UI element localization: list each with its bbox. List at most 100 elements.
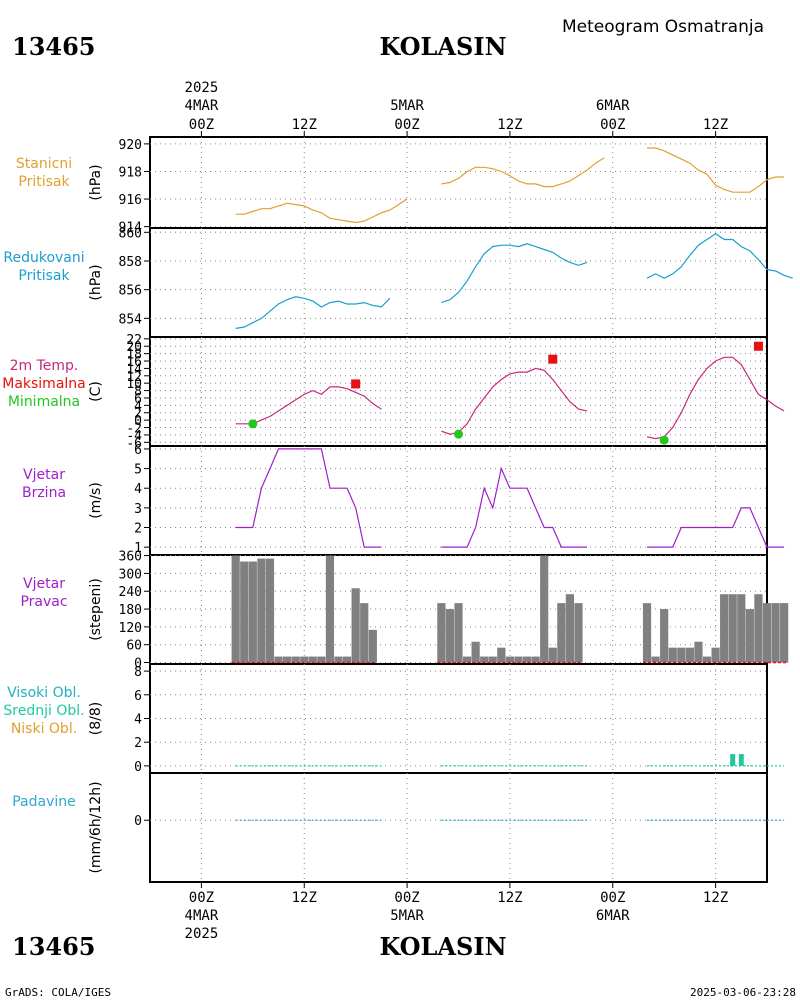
wind-direction-bar [300, 656, 309, 663]
wind-direction-bar [334, 656, 343, 663]
panel-label: Brzina [22, 485, 66, 501]
series-line [441, 157, 605, 188]
day-label: 4MAR [185, 98, 219, 114]
panel-label: Padavine [12, 794, 76, 810]
wind-direction-bar [531, 656, 540, 663]
wind-direction-bar [660, 609, 669, 663]
min-temp-marker [659, 435, 669, 445]
x-tick-label: 00Z [394, 890, 419, 906]
panel-frame [149, 227, 768, 338]
wind-direction-bar [291, 656, 300, 663]
y-tick-label: 0 [134, 814, 142, 829]
wind-direction-bar [685, 647, 694, 663]
y-tick-label: 2 [134, 522, 142, 537]
y-tick-label: 916 [119, 193, 142, 208]
y-axis-label: (hPa) [88, 164, 104, 200]
panel-label: Pritisak [18, 268, 70, 284]
min-temp-marker [454, 429, 463, 439]
wind-direction-bar [445, 609, 455, 663]
y-tick-label: -4 [126, 429, 142, 444]
wind-direction-bar [317, 656, 326, 663]
y-axis-label: (mm/6h/12h) [88, 781, 104, 873]
y-tick-label: 180 [119, 603, 142, 618]
footer-software: GrADS: COLA/IGES [5, 986, 111, 999]
panel-station_pressure: 914 916 918 920 Stanicni Pritisak (hPa) [16, 136, 785, 236]
wind-direction-bar [540, 555, 549, 663]
wind-direction-bar [522, 656, 532, 663]
x-tick-label: 12Z [497, 890, 522, 906]
wind-direction-bar [283, 656, 292, 663]
wind-direction-bar [677, 647, 686, 663]
wind-direction-bar [240, 561, 249, 663]
wind-direction-bar [745, 609, 754, 663]
wind-direction-bar [505, 656, 515, 663]
wind-direction-bar [351, 588, 360, 663]
panel-frame [149, 445, 768, 556]
wind-direction-bar [360, 603, 369, 663]
x-tick-label: 12Z [292, 890, 317, 906]
x-tick-label: 12Z [292, 117, 317, 133]
series-line [647, 147, 785, 193]
wind-direction-bar [231, 555, 240, 663]
panel-reduced_pressure: 854 856 858 860 Redukovani Pritisak (hPa) [3, 226, 793, 338]
x-tick-label: 00Z [600, 890, 625, 906]
panel-label: Niski Obl. [11, 721, 77, 737]
y-tick-label: 2 [134, 407, 142, 422]
series-line [646, 356, 785, 440]
panel-frame [149, 663, 768, 774]
max-temp-marker [753, 341, 763, 351]
wind-direction-bar [368, 629, 377, 663]
x-tick-label: 12Z [497, 117, 522, 133]
y-tick-label: 60 [126, 639, 142, 654]
y-tick-label: 4 [134, 713, 142, 728]
wind-direction-bar [454, 603, 463, 663]
station-name-bottom: KOLASIN [379, 932, 506, 961]
panel-clouds: 0 2 4 6 8 Visoki Obl. Srednji Obl. Niski Obl. (8… [3, 663, 785, 775]
meteogram-subtitle: Meteogram Osmatranja [562, 17, 764, 37]
y-tick-label: 0 [134, 414, 142, 429]
y-tick-label: 8 [134, 665, 142, 680]
y-axis-label: (hPa) [88, 264, 104, 300]
y-tick-label: 14 [126, 362, 142, 377]
wind-direction-bar [737, 594, 746, 663]
wind-direction-bar [462, 656, 472, 663]
series-line [647, 507, 785, 548]
wind-direction-bar [488, 656, 497, 663]
series-line [235, 386, 382, 425]
wind-direction-bar [702, 656, 712, 663]
station-id-top: 13465 [12, 32, 96, 61]
y-tick-label: 918 [119, 165, 142, 180]
max-temp-marker [351, 379, 361, 389]
y-tick-label: 860 [119, 226, 142, 241]
y-tick-label: 20 [126, 340, 142, 355]
y-tick-label: 854 [119, 312, 143, 327]
y-tick-label: 0 [134, 657, 142, 672]
day-label: 5MAR [390, 98, 424, 114]
y-axis-label: (8/8) [88, 702, 104, 735]
wind-direction-bar [342, 656, 352, 663]
wind-direction-bar [651, 656, 660, 663]
y-tick-label: 4 [134, 399, 142, 414]
y-tick-label: 10 [126, 377, 142, 392]
wind-direction-bar [308, 656, 317, 663]
panel-label: Vjetar [23, 576, 65, 592]
wind-direction-bar [754, 594, 763, 663]
wind-direction-bar [274, 656, 283, 663]
y-tick-label: 360 [119, 550, 142, 565]
min-temp-marker [248, 419, 258, 429]
wind-direction-bar [694, 641, 703, 663]
y-axis-label: (m/s) [88, 482, 104, 519]
y-tick-label: 12 [126, 370, 142, 385]
time-axis-bottom: 00Z 12Z 00Z 12Z 00Z 12Z 4MAR 5MAR 6MAR 2025 [185, 882, 728, 942]
wind-direction-bar [668, 647, 677, 663]
day-label: 4MAR [185, 908, 219, 924]
wind-direction-bar [548, 647, 557, 663]
panel-frame [149, 336, 768, 447]
panel-wind_speed: 1 2 3 4 5 6 Vjetar Brzina (m/s) [22, 443, 785, 556]
panel-label: Stanicni [16, 156, 72, 172]
x-tick-label: 12Z [703, 890, 728, 906]
y-tick-label: 22 [126, 333, 142, 348]
x-tick-label: 00Z [189, 890, 214, 906]
cloud-bar [730, 754, 736, 766]
